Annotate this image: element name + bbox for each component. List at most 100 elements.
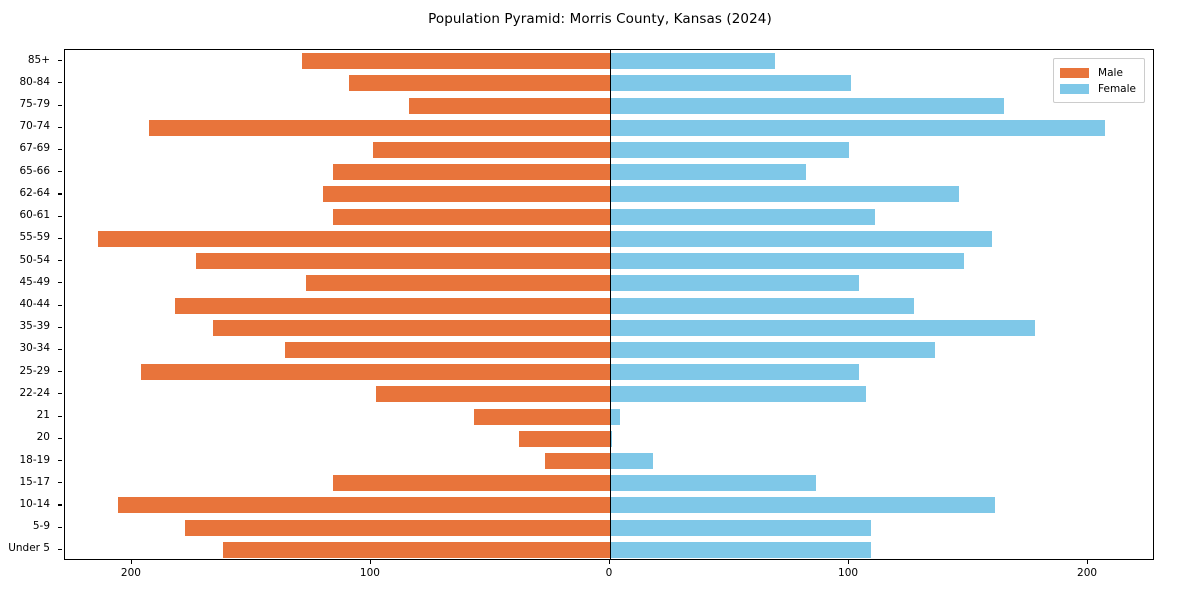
bar-row xyxy=(65,364,1153,381)
x-axis: 200 100 0 100 200 xyxy=(64,560,1154,596)
y-tick-mark xyxy=(58,548,62,550)
y-tick-label: 10-14 xyxy=(19,497,50,510)
y-tick-mark xyxy=(58,148,62,151)
y-tick-label: 62-64 xyxy=(19,186,50,199)
y-tick-label: 55-59 xyxy=(19,231,50,244)
bar-row xyxy=(65,430,1153,447)
y-tick-label: 35-39 xyxy=(19,320,50,333)
bar-male xyxy=(409,97,610,114)
bar-row xyxy=(65,208,1153,225)
bar-row xyxy=(65,408,1153,425)
x-tick-mark xyxy=(1087,560,1089,564)
y-tick-label: 65-66 xyxy=(19,164,50,177)
bar-female xyxy=(610,364,859,381)
legend-label: Male xyxy=(1098,66,1123,79)
y-tick-label: 67-69 xyxy=(19,142,50,155)
plot-area: Male Female xyxy=(64,49,1154,560)
legend-label: Female xyxy=(1098,82,1136,95)
y-tick-mark xyxy=(58,82,62,84)
x-tick-label: 200 xyxy=(120,567,141,579)
bar-female xyxy=(610,475,816,492)
bar-row xyxy=(65,119,1153,136)
bar-male xyxy=(375,386,610,403)
bar-row xyxy=(65,475,1153,492)
y-tick-label: 75-79 xyxy=(19,98,50,111)
bar-row xyxy=(65,75,1153,92)
y-tick-label: 15-17 xyxy=(19,475,50,488)
y-tick-label: 45-49 xyxy=(19,275,50,288)
y-tick-label: 80-84 xyxy=(19,75,50,88)
y-tick-mark xyxy=(58,193,62,195)
bar-row xyxy=(65,230,1153,247)
x-tick-mark xyxy=(369,560,372,564)
bar-female xyxy=(610,75,852,92)
x-tick-label: 200 xyxy=(1077,567,1098,579)
bar-male xyxy=(332,208,610,225)
y-tick-mark xyxy=(58,260,62,262)
bar-male xyxy=(196,253,610,270)
legend-entry-male[interactable]: Male xyxy=(1060,65,1136,80)
bar-male xyxy=(213,319,610,336)
y-tick-label: 60-61 xyxy=(19,209,50,222)
y-tick-label: 70-74 xyxy=(19,120,50,133)
bar-female xyxy=(610,386,866,403)
y-tick-label: 40-44 xyxy=(19,298,50,310)
bar-male xyxy=(174,297,610,314)
bar-male xyxy=(306,275,610,292)
bar-row xyxy=(65,319,1153,336)
bar-male xyxy=(323,186,610,203)
x-tick-mark xyxy=(130,560,133,564)
bar-female xyxy=(610,97,1005,114)
y-tick-label: 5-9 xyxy=(32,520,50,533)
x-tick-mark xyxy=(609,560,611,564)
bar-male xyxy=(284,341,610,358)
y-tick-mark xyxy=(58,437,62,439)
plot-inner xyxy=(65,50,1153,559)
bar-row xyxy=(65,141,1153,158)
bar-male xyxy=(332,164,610,181)
y-tick-mark xyxy=(58,526,62,528)
legend-swatch-male xyxy=(1060,67,1090,78)
bar-female xyxy=(610,341,936,358)
bar-female xyxy=(610,408,620,425)
bar-male xyxy=(519,430,610,447)
bar-female xyxy=(610,541,871,558)
y-tick-mark xyxy=(58,215,62,217)
chart-title: Population Pyramid: Morris County, Kansa… xyxy=(428,11,772,27)
bar-male xyxy=(332,475,610,492)
bar-row xyxy=(65,53,1153,70)
bar-female xyxy=(610,497,995,514)
y-tick-label: 25-29 xyxy=(19,364,50,377)
y-tick-mark xyxy=(58,415,62,417)
bar-row xyxy=(65,297,1153,314)
x-tick-label: 100 xyxy=(838,567,859,579)
y-tick-mark xyxy=(58,460,62,462)
bar-female xyxy=(610,53,775,70)
y-tick-mark xyxy=(58,348,62,351)
bar-female xyxy=(610,141,850,158)
bar-row xyxy=(65,453,1153,470)
y-tick-mark xyxy=(58,60,62,62)
bar-row xyxy=(65,186,1153,203)
bar-male xyxy=(473,408,610,425)
y-tick-mark xyxy=(58,482,62,484)
bar-female xyxy=(610,253,964,270)
bar-female xyxy=(610,519,871,536)
bar-female xyxy=(610,319,1036,336)
legend: Male Female xyxy=(1053,58,1145,103)
bar-female xyxy=(610,208,876,225)
bar-row xyxy=(65,497,1153,514)
y-tick-mark xyxy=(58,237,62,239)
bar-male xyxy=(117,497,610,514)
bar-row xyxy=(65,275,1153,292)
bar-male xyxy=(349,75,610,92)
bar-male xyxy=(545,453,610,470)
legend-entry-female[interactable]: Female xyxy=(1060,81,1136,96)
bar-female xyxy=(610,230,993,247)
x-tick-label: 100 xyxy=(359,567,380,579)
bar-row xyxy=(65,541,1153,558)
x-tick-mark xyxy=(848,560,850,564)
bar-female xyxy=(610,453,654,470)
y-tick-label: Under 5 xyxy=(8,542,50,555)
